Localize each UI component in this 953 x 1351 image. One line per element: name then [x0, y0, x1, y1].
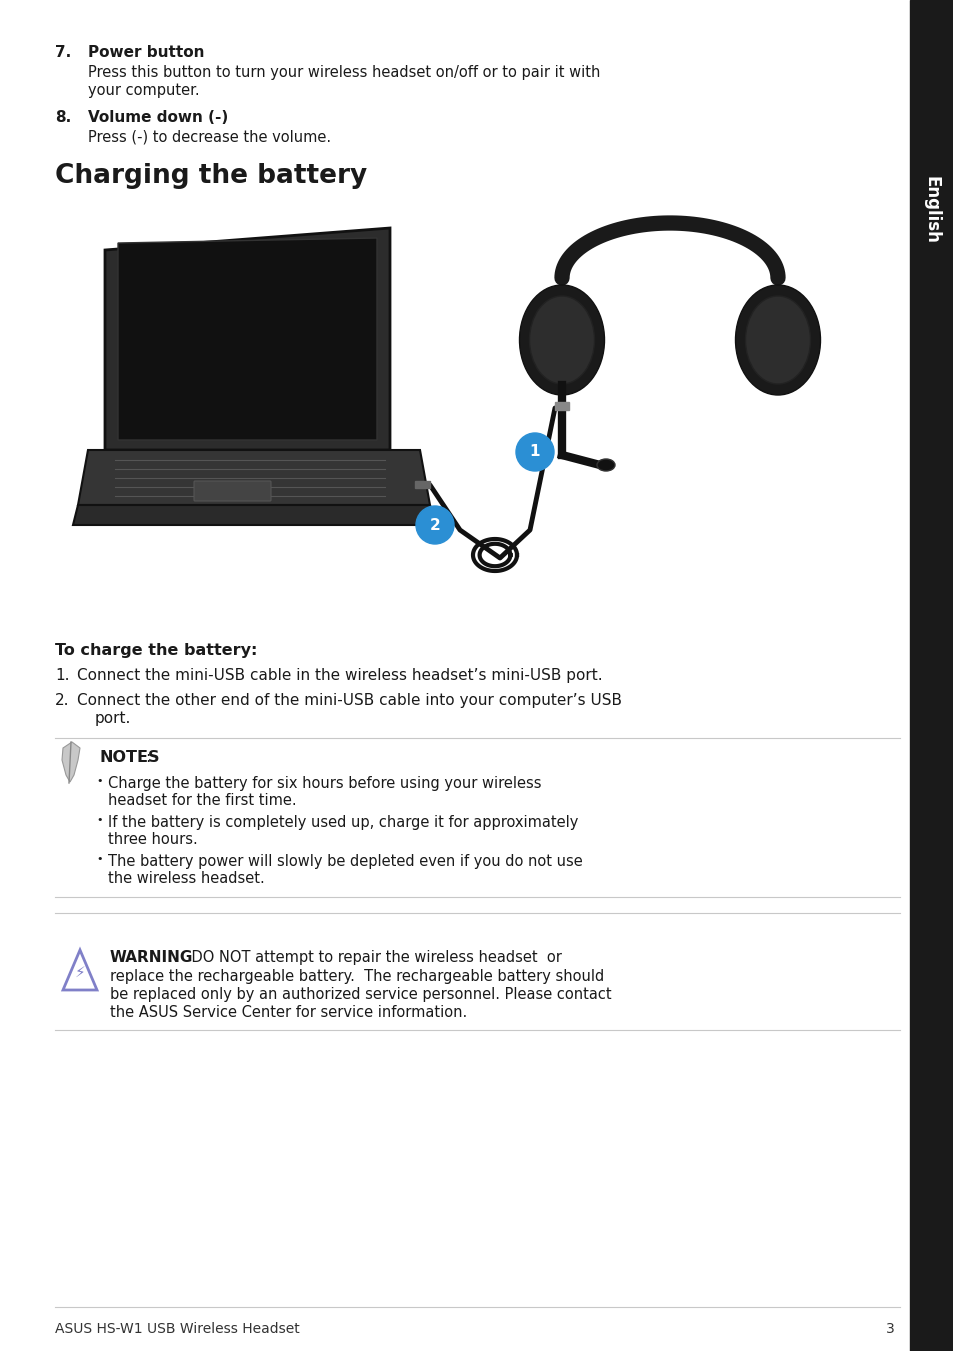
Bar [415, 481, 430, 488]
Polygon shape [105, 228, 390, 450]
Bar [555, 403, 568, 409]
Ellipse shape [529, 296, 594, 384]
Polygon shape [62, 742, 80, 782]
Circle shape [416, 507, 454, 544]
Text: Charging the battery: Charging the battery [55, 163, 367, 189]
Text: •: • [96, 775, 102, 786]
Text: 7.: 7. [55, 45, 71, 59]
Text: Charge the battery for six hours before using your wireless: Charge the battery for six hours before … [108, 775, 541, 790]
Text: •: • [96, 854, 102, 865]
Polygon shape [118, 238, 376, 440]
Ellipse shape [735, 285, 820, 394]
Text: Power button: Power button [88, 45, 204, 59]
Text: replace the rechargeable battery.  The rechargeable battery should: replace the rechargeable battery. The re… [110, 969, 603, 984]
Text: If the battery is completely used up, charge it for approximately: If the battery is completely used up, ch… [108, 815, 578, 830]
Text: WARNING: WARNING [110, 950, 193, 965]
Text: :: : [145, 750, 151, 765]
Text: The battery power will slowly be depleted even if you do not use: The battery power will slowly be deplete… [108, 854, 582, 869]
Ellipse shape [744, 296, 810, 384]
Polygon shape [78, 450, 430, 505]
Text: your computer.: your computer. [88, 82, 199, 99]
Text: ASUS HS-W1 USB Wireless Headset: ASUS HS-W1 USB Wireless Headset [55, 1323, 299, 1336]
Text: 3: 3 [885, 1323, 894, 1336]
Text: 1.: 1. [55, 667, 70, 684]
Polygon shape [63, 950, 97, 990]
Text: headset for the first time.: headset for the first time. [108, 793, 296, 808]
Text: Connect the other end of the mini-USB cable into your computer’s USB: Connect the other end of the mini-USB ca… [77, 693, 621, 708]
Bar [909, 0, 953, 1351]
Text: 2.: 2. [55, 693, 70, 708]
Text: NOTES: NOTES [100, 750, 160, 765]
Text: :    DO NOT attempt to repair the wireless headset  or: : DO NOT attempt to repair the wireless … [168, 950, 561, 965]
Text: English: English [923, 176, 940, 245]
Text: ⚡: ⚡ [74, 965, 85, 979]
Polygon shape [73, 505, 435, 526]
Text: Press this button to turn your wireless headset on/off or to pair it with: Press this button to turn your wireless … [88, 65, 599, 80]
Text: 8.: 8. [55, 109, 71, 126]
Text: Volume down (-): Volume down (-) [88, 109, 228, 126]
Text: •: • [96, 815, 102, 825]
Text: To charge the battery:: To charge the battery: [55, 643, 257, 658]
Text: the wireless headset.: the wireless headset. [108, 871, 265, 886]
Text: Press (-) to decrease the volume.: Press (-) to decrease the volume. [88, 130, 331, 145]
Text: 2: 2 [429, 517, 440, 532]
Ellipse shape [519, 285, 604, 394]
Text: three hours.: three hours. [108, 832, 197, 847]
Text: port.: port. [95, 711, 132, 725]
Text: be replaced only by an authorized service personnel. Please contact: be replaced only by an authorized servic… [110, 988, 611, 1002]
Text: 1: 1 [529, 444, 539, 459]
FancyBboxPatch shape [193, 481, 271, 501]
Ellipse shape [597, 459, 615, 471]
Text: the ASUS Service Center for service information.: the ASUS Service Center for service info… [110, 1005, 467, 1020]
Circle shape [516, 434, 554, 471]
Text: Connect the mini-USB cable in the wireless headset’s mini-USB port.: Connect the mini-USB cable in the wirele… [77, 667, 602, 684]
